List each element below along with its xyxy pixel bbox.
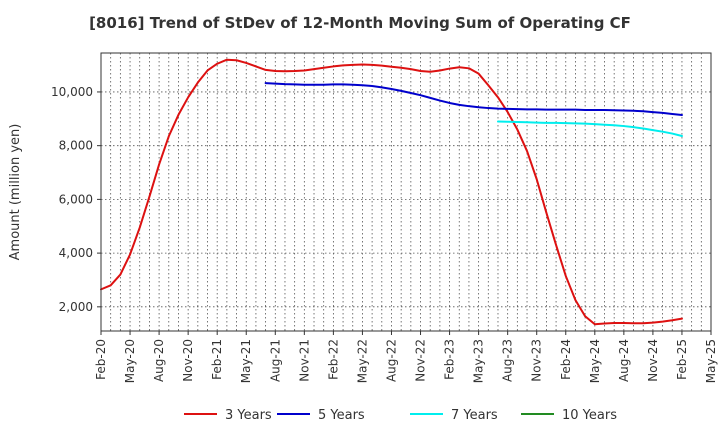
x-tick-label: Nov-21 bbox=[297, 339, 311, 382]
y-tick-label: 2,000 bbox=[59, 300, 93, 314]
x-tick-label: Aug-21 bbox=[268, 339, 282, 382]
x-tick-label: May-20 bbox=[123, 339, 137, 383]
legend-label-3-years: 3 Years bbox=[225, 408, 272, 423]
series-line-5-years bbox=[264, 82, 683, 117]
legend-label-10-years: 10 Years bbox=[562, 408, 617, 423]
plot-grid bbox=[101, 53, 711, 331]
y-tick-label: 6,000 bbox=[59, 192, 93, 206]
legend-label-7-years: 7 Years bbox=[451, 408, 498, 423]
plot-series bbox=[100, 58, 683, 326]
plot-frame bbox=[100, 52, 712, 332]
x-tick-label: Feb-20 bbox=[94, 339, 108, 380]
x-tick-label: Nov-22 bbox=[414, 339, 428, 382]
x-tick-label: May-21 bbox=[239, 339, 253, 383]
chart-title: [8016] Trend of StDev of 12-Month Moving… bbox=[89, 14, 631, 32]
legend: 3 Years 5 Years 7 Years 10 Years bbox=[184, 408, 617, 423]
legend-label-5-years: 5 Years bbox=[318, 408, 365, 423]
x-axis-ticks: Feb-20 May-20 Aug-20 Nov-20 Feb-21 May-21 Aug-… bbox=[94, 331, 718, 383]
x-tick-label: Aug-20 bbox=[152, 339, 166, 382]
y-axis-ticks: 2,000 4,000 6,000 8,000 10,000 bbox=[51, 85, 101, 314]
x-tick-label: Feb-21 bbox=[210, 339, 224, 380]
x-tick-label: Aug-22 bbox=[384, 339, 398, 382]
x-tick-label: Nov-20 bbox=[181, 339, 195, 382]
series-line-7-years bbox=[496, 120, 683, 137]
series-line-3-years bbox=[100, 58, 683, 326]
x-tick-label: Nov-23 bbox=[530, 339, 544, 382]
x-tick-label: Feb-24 bbox=[559, 339, 573, 380]
x-tick-label: May-22 bbox=[355, 339, 369, 383]
x-tick-label: Aug-23 bbox=[501, 339, 515, 382]
y-tick-label: 4,000 bbox=[59, 246, 93, 260]
x-tick-label: May-23 bbox=[472, 339, 486, 383]
y-axis-label: Amount (million yen) bbox=[8, 124, 23, 261]
x-tick-label: Feb-25 bbox=[675, 339, 689, 380]
y-tick-label: 10,000 bbox=[51, 85, 93, 99]
x-tick-label: Nov-24 bbox=[646, 339, 660, 382]
y-tick-label: 8,000 bbox=[59, 139, 93, 153]
x-tick-label: Feb-22 bbox=[326, 339, 340, 380]
x-tick-label: May-24 bbox=[588, 339, 602, 383]
x-tick-label: May-25 bbox=[704, 339, 718, 383]
x-tick-label: Aug-24 bbox=[617, 339, 631, 382]
x-tick-label: Feb-23 bbox=[443, 339, 457, 380]
